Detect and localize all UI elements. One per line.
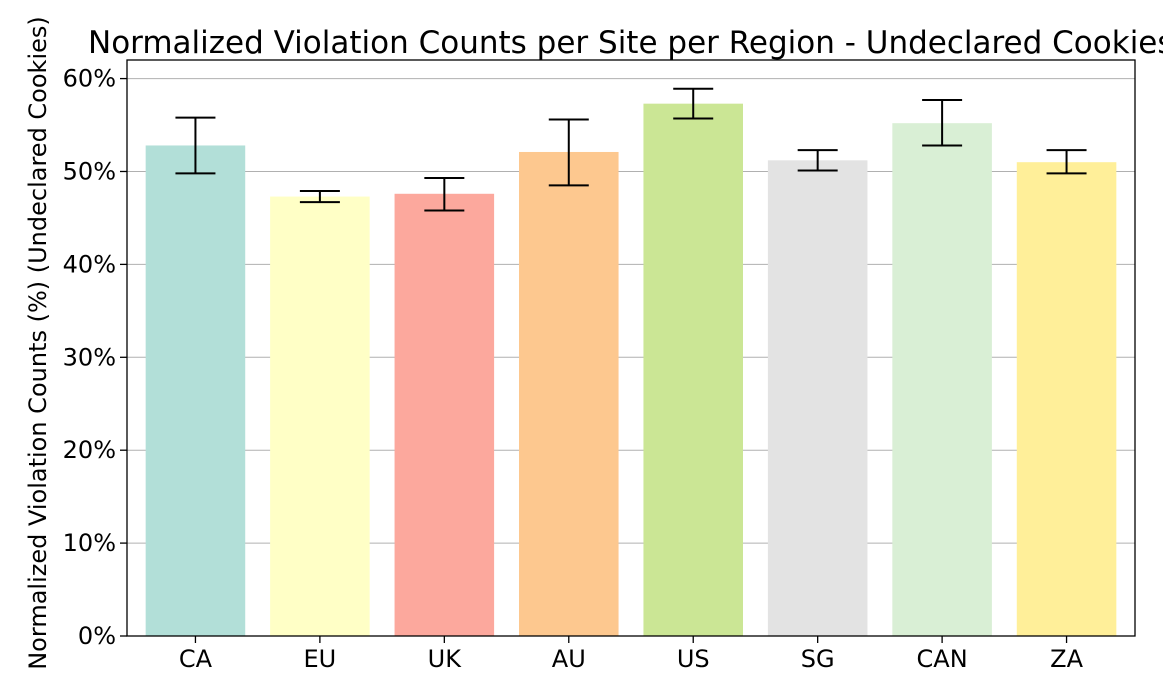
bar-au	[519, 151, 619, 637]
x-tick-label: CAN	[917, 645, 968, 673]
bar-uk	[394, 193, 495, 636]
x-tick-label: ZA	[1050, 645, 1083, 673]
bar-eu	[270, 196, 370, 636]
x-tick-label: US	[677, 645, 710, 673]
bar-us	[643, 103, 743, 637]
bar-ca	[145, 145, 246, 637]
x-tick-label: CA	[179, 645, 213, 673]
x-tick-label: UK	[428, 645, 463, 673]
x-axis-ticks: CA EU UK AU US SG CAN ZA	[179, 636, 1084, 673]
y-axis-ticks: 0% 10% 20% 30% 40% 50% 60%	[63, 65, 127, 650]
y-tick-label: 50%	[63, 157, 116, 185]
y-tick-label: 20%	[63, 436, 116, 464]
bar-sg	[767, 160, 868, 636]
error-bars	[175, 87, 1087, 212]
bar-can	[892, 123, 992, 636]
bars	[145, 103, 1117, 637]
y-tick-label: 60%	[63, 65, 116, 93]
bar-za	[1016, 162, 1117, 636]
y-tick-label: 0%	[78, 622, 116, 650]
y-tick-label: 30%	[63, 343, 116, 371]
x-tick-label: AU	[552, 645, 586, 673]
y-tick-label: 10%	[63, 529, 116, 557]
y-axis-label: Normalized Violation Counts (%) (Undecla…	[24, 16, 52, 670]
x-tick-label: SG	[801, 645, 835, 673]
x-tick-label: EU	[304, 645, 337, 673]
y-tick-label: 40%	[63, 250, 116, 278]
chart-title: Normalized Violation Counts per Site per…	[88, 25, 1163, 61]
plot-frame	[126, 59, 1136, 637]
